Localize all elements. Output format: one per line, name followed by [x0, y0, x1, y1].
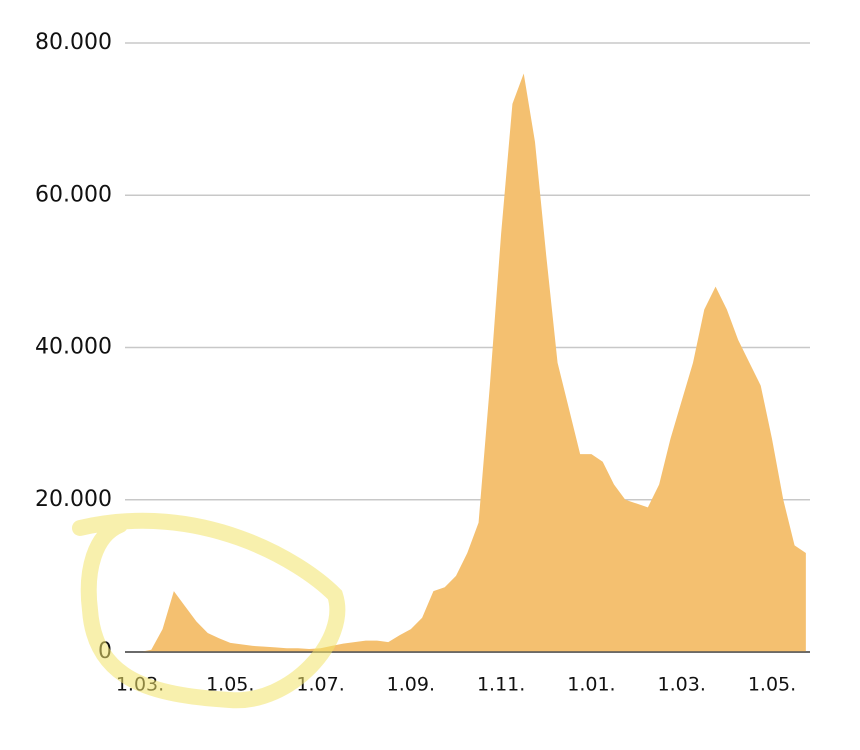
x-tick-label: 1.03.: [658, 674, 706, 696]
y-tick-label: 80.000: [35, 30, 112, 55]
x-tick-label: 1.05.: [748, 674, 796, 696]
plot: [125, 73, 810, 653]
x-tick-label: 1.01.: [567, 674, 615, 696]
x-tick-label: 1.11.: [477, 674, 525, 696]
x-tick-label: 1.09.: [387, 674, 435, 696]
y-tick-label: 40.000: [35, 335, 112, 360]
highlight-marker: [72, 512, 346, 709]
y-tick-label: 60.000: [35, 182, 112, 207]
x-tick-label: 1.05.: [206, 674, 254, 696]
area: [140, 73, 806, 652]
y-tick-label: 20.000: [35, 487, 112, 512]
